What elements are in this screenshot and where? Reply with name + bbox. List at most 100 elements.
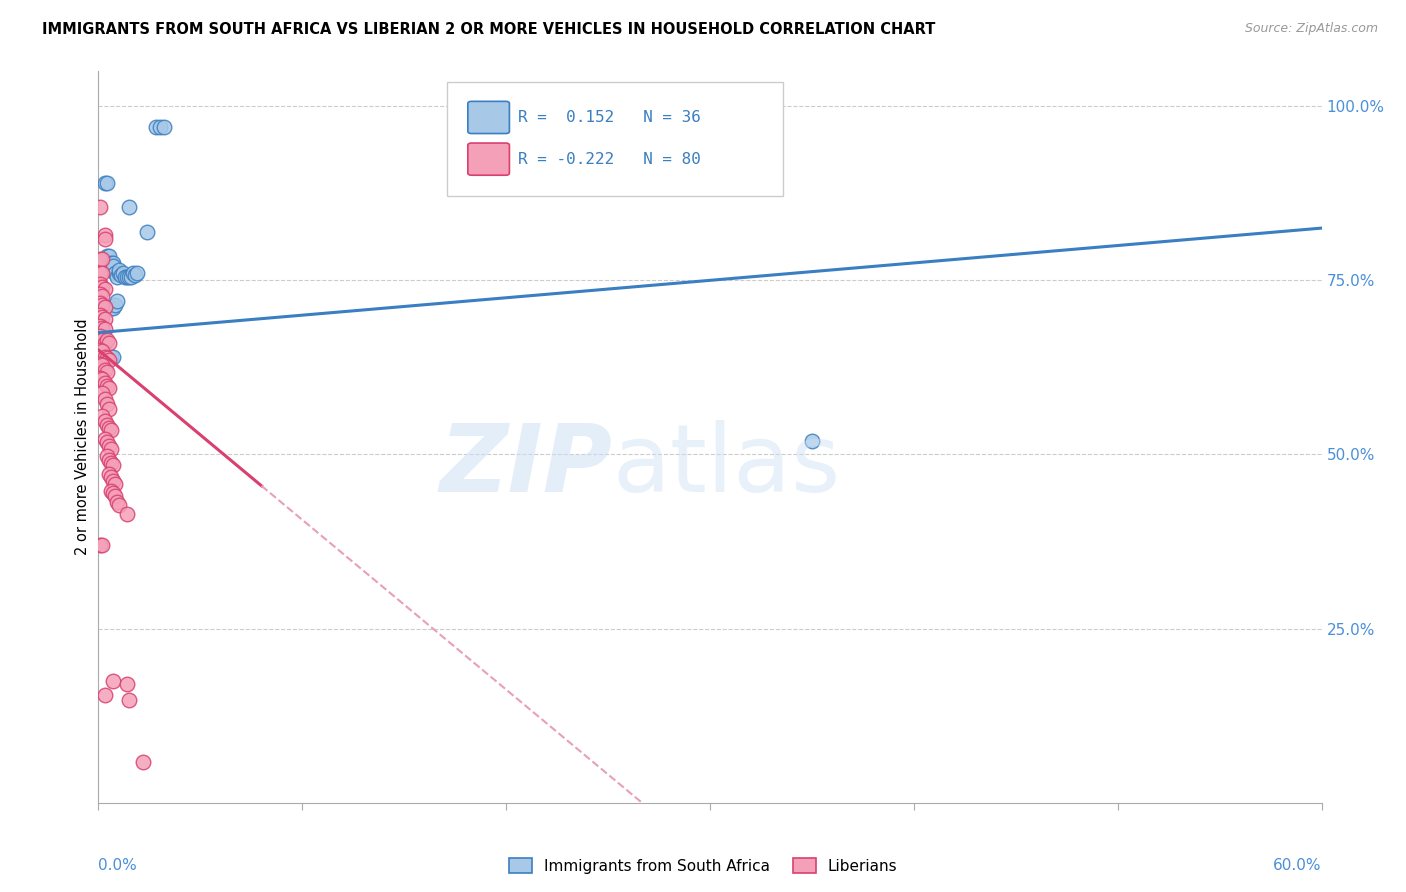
Point [101,485,124,500]
Point [96,365,118,379]
Point [91,322,114,336]
Point [118,269,141,284]
Point [93,432,115,446]
Point [93,282,115,296]
Point [115,269,138,284]
Point [93,228,115,243]
Text: Source: ZipAtlas.com: Source: ZipAtlas.com [1244,22,1378,36]
Point [97,439,120,453]
Text: ZIP: ZIP [439,420,612,512]
Point [105,495,128,509]
Point [801,434,824,448]
Point [152,120,174,134]
Point [97,353,120,368]
Point [145,120,167,134]
Point [101,350,124,364]
Point [97,467,120,481]
Point [104,476,127,491]
Text: IMMIGRANTS FROM SOUTH AFRICA VS LIBERIAN 2 OR MORE VEHICLES IN HOUSEHOLD CORRELA: IMMIGRANTS FROM SOUTH AFRICA VS LIBERIAN… [42,22,935,37]
Point [97,301,120,316]
Point [122,266,145,280]
Point [93,336,115,351]
Legend: Immigrants from South Africa, Liberians: Immigrants from South Africa, Liberians [502,852,904,880]
Point [89,318,111,333]
Point [101,474,124,488]
Point [108,266,131,280]
Point [97,402,120,417]
FancyBboxPatch shape [468,102,509,134]
Point [97,336,120,351]
Point [93,300,115,314]
Point [91,288,114,302]
Point [96,333,118,347]
Point [101,458,124,472]
Point [120,269,142,284]
Point [91,320,114,334]
Point [100,256,122,270]
Point [100,470,122,484]
Point [100,423,122,437]
Point [97,421,120,435]
Point [100,456,122,470]
Point [97,453,120,467]
Point [100,350,122,364]
Point [110,268,132,282]
Point [108,498,131,512]
Point [96,176,118,190]
Point [91,298,114,312]
Point [101,673,124,688]
Point [91,344,114,359]
Point [96,418,118,433]
Point [127,266,149,280]
Text: 60.0%: 60.0% [1274,858,1322,872]
Point [96,351,118,366]
Point [89,308,111,322]
Point [89,295,111,310]
Point [97,249,120,263]
Point [89,357,111,371]
Point [93,176,115,190]
Point [89,318,111,333]
Point [91,252,114,267]
Point [114,269,136,284]
Point [89,266,111,280]
Point [93,231,115,245]
Point [93,414,115,428]
Point [136,225,159,239]
Point [104,266,127,280]
Point [132,756,155,770]
Point [105,269,128,284]
FancyBboxPatch shape [468,143,509,175]
Point [96,449,118,463]
Point [93,392,115,406]
Point [104,298,127,312]
Point [111,266,134,280]
Point [100,442,122,456]
Point [97,381,120,395]
Point [104,489,127,503]
Point [89,287,111,301]
Point [93,322,115,336]
Point [124,268,146,282]
Point [108,263,131,277]
Point [89,371,111,385]
Point [100,483,122,498]
Point [101,301,124,316]
Point [89,329,111,343]
Point [91,359,114,373]
Point [118,200,141,214]
Point [93,311,115,326]
Point [93,376,115,391]
Point [96,379,118,393]
Point [89,343,111,357]
Point [100,301,122,316]
Point [89,200,111,214]
Point [91,409,114,424]
Y-axis label: 2 or more Vehicles in Household: 2 or more Vehicles in Household [75,318,90,556]
Point [101,260,124,274]
Point [91,310,114,324]
Point [91,538,114,552]
Point [96,397,118,411]
Point [93,362,115,376]
Text: R = -0.222   N = 80: R = -0.222 N = 80 [517,152,700,167]
